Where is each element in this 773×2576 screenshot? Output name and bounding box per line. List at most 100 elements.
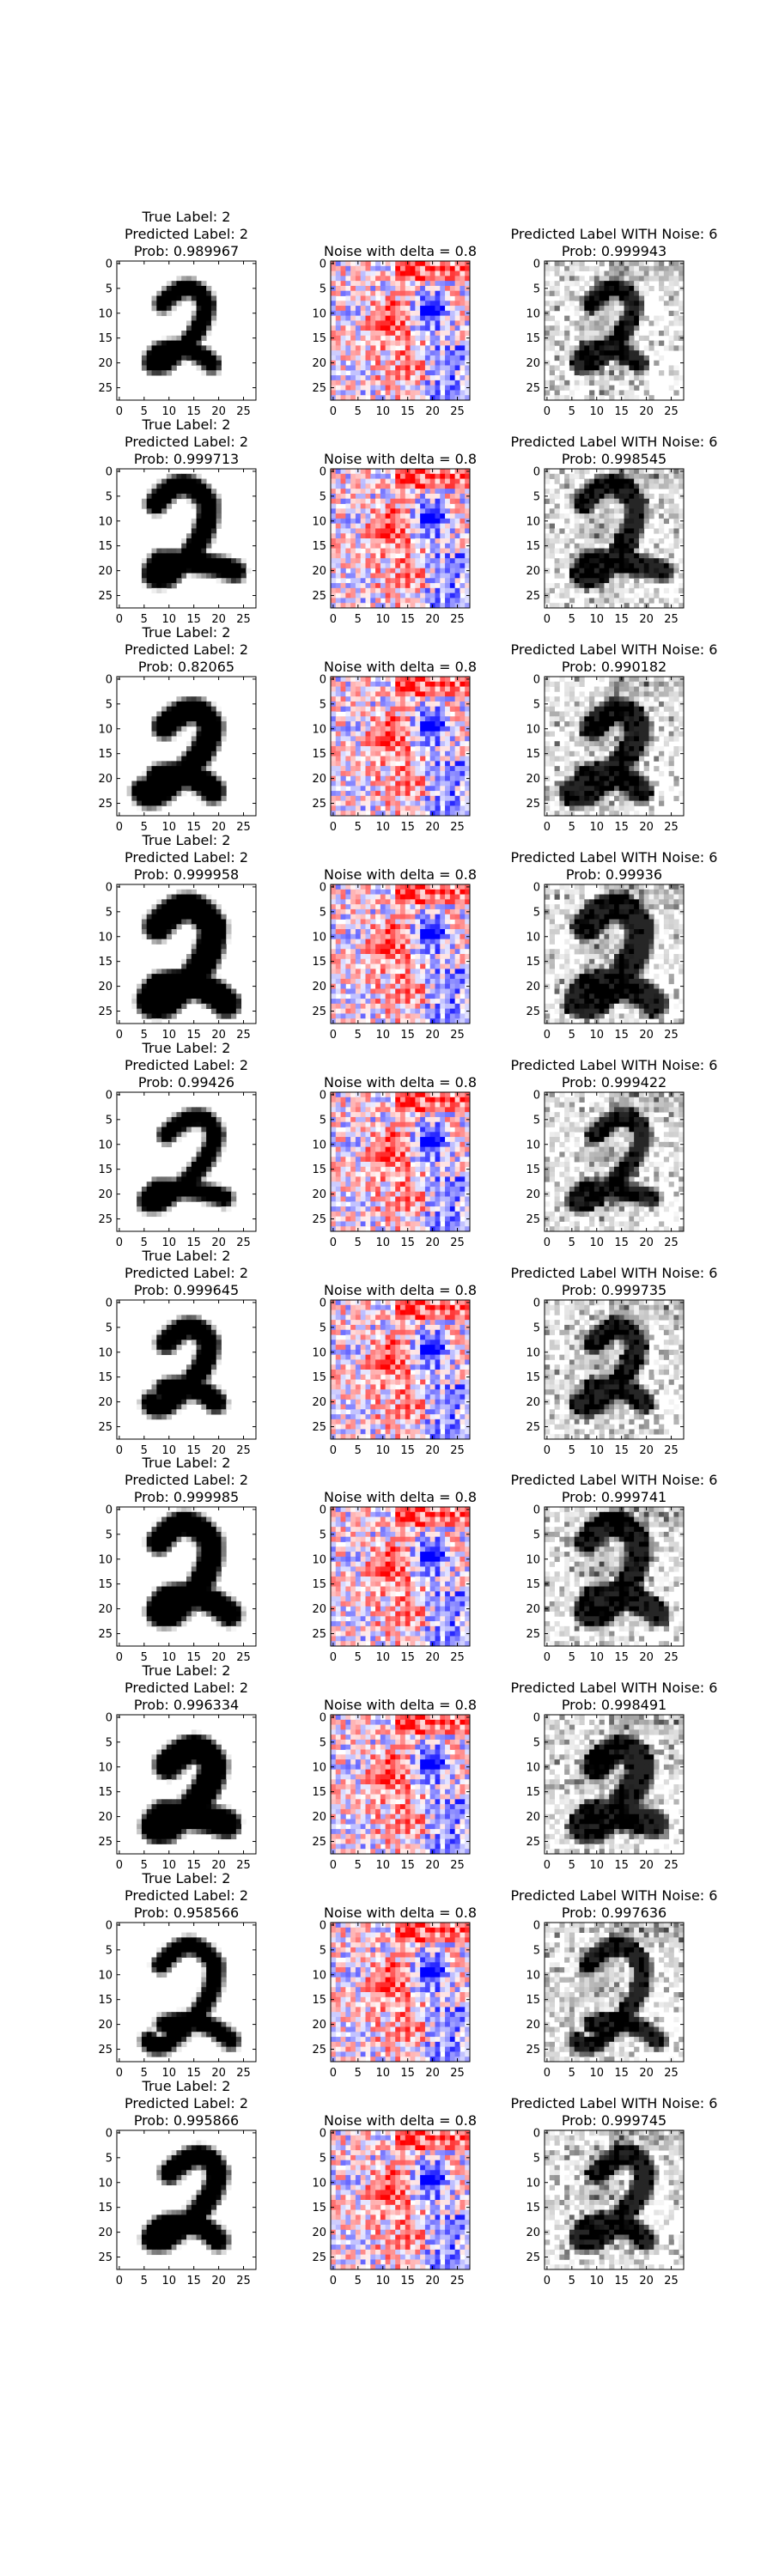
pixel-cell (659, 756, 664, 762)
pixel-cell (186, 286, 192, 291)
pixel-cell (167, 801, 172, 806)
pixel-cell (594, 325, 600, 331)
pixel-cell (435, 276, 441, 281)
pixel-cell (226, 563, 231, 568)
pixel-cell (345, 499, 350, 504)
pixel-cell (435, 811, 441, 816)
pixel-cell (375, 593, 380, 598)
pixel-cell (445, 593, 450, 598)
pixel-cell (629, 726, 634, 732)
pixel-cell (361, 583, 366, 588)
pixel-cell (386, 716, 391, 721)
pixel-cell (400, 395, 405, 400)
pixel-cell (400, 489, 405, 494)
pixel-cell (345, 489, 350, 494)
pixel-cell (460, 751, 465, 756)
pixel-cell (460, 380, 465, 386)
pixel-cell (430, 533, 435, 538)
pixel-cell (569, 563, 575, 568)
pixel-cell (555, 538, 560, 544)
pixel-cell (624, 366, 630, 371)
pixel-cell (594, 726, 600, 732)
pixel-cell (375, 811, 380, 816)
pixel-cell (580, 370, 585, 375)
pixel-cell (445, 483, 450, 489)
pixel-cell (624, 544, 630, 549)
pixel-cell (430, 751, 435, 756)
pixel-cell (386, 805, 391, 811)
pixel-cell (624, 355, 630, 361)
pixel-cell (420, 736, 425, 741)
pixel-cell (147, 583, 152, 588)
pixel-cell (619, 375, 624, 380)
pixel-cell (366, 504, 371, 509)
pixel-cell (589, 504, 594, 509)
pixel-cell (380, 563, 386, 568)
pixel-cell (241, 558, 247, 563)
pixel-cell (142, 805, 147, 811)
pixel-cell (555, 716, 560, 721)
pixel-cell (400, 261, 405, 266)
pixel-cell (589, 286, 594, 291)
pixel-cell (619, 271, 624, 276)
pixel-cell (624, 266, 630, 271)
pixel-cell (445, 736, 450, 741)
pixel-cell (161, 341, 167, 346)
pixel-cell (161, 588, 167, 593)
pixel-cell (201, 350, 206, 355)
pixel-cell (460, 281, 465, 286)
pixel-cell (142, 558, 147, 563)
pixel-cell (619, 751, 624, 756)
pixel-cell (455, 390, 460, 395)
pixel-cell (156, 549, 161, 554)
pixel-cell (331, 355, 336, 361)
pixel-cell (649, 726, 654, 732)
pixel-cell (465, 331, 470, 336)
pixel-cell (644, 524, 649, 529)
pixel-cell (440, 766, 445, 771)
pixel-cell (356, 311, 361, 316)
pixel-cell (336, 726, 341, 732)
pixel-cell (569, 390, 575, 395)
pixel-cell (545, 786, 550, 791)
pixel-cell (440, 791, 445, 796)
pixel-cell (375, 766, 380, 771)
pixel-cell (614, 266, 619, 271)
pixel-cell (192, 781, 197, 787)
pixel-cell (614, 568, 619, 574)
pixel-cell (370, 761, 375, 766)
pixel-cell (131, 796, 137, 801)
pixel-cell (420, 533, 425, 538)
pixel-cell (222, 791, 227, 796)
pixel-cell (380, 341, 386, 346)
pixel-cell (411, 549, 416, 554)
pixel-cell (589, 336, 594, 341)
pixel-cell (211, 508, 216, 513)
pixel-cell (192, 301, 197, 306)
pixel-cell (350, 483, 356, 489)
pixel-cell (575, 345, 580, 350)
pixel-cell (172, 483, 177, 489)
pixel-cell (440, 796, 445, 801)
pixel-cell (614, 716, 619, 721)
pixel-cell (639, 291, 644, 296)
pixel-cell (380, 712, 386, 717)
pixel-cell (450, 766, 455, 771)
pixel-cell (450, 316, 455, 321)
pixel-cell (600, 494, 605, 499)
pixel-cell (619, 682, 624, 687)
pixel-cell (172, 721, 177, 726)
pixel-cell (450, 696, 455, 702)
pixel-cell (395, 588, 400, 593)
pixel-cell (411, 751, 416, 756)
pixel-cell (550, 583, 555, 588)
pixel-cell (465, 721, 470, 726)
pixel-cell (201, 479, 206, 484)
pixel-cell (331, 345, 336, 350)
pixel-cell (450, 479, 455, 484)
pixel-cell (341, 549, 346, 554)
pixel-cell (211, 746, 216, 751)
pixel-cell (341, 301, 346, 306)
pixel-cell (600, 281, 605, 286)
pixel-cell (415, 593, 420, 598)
